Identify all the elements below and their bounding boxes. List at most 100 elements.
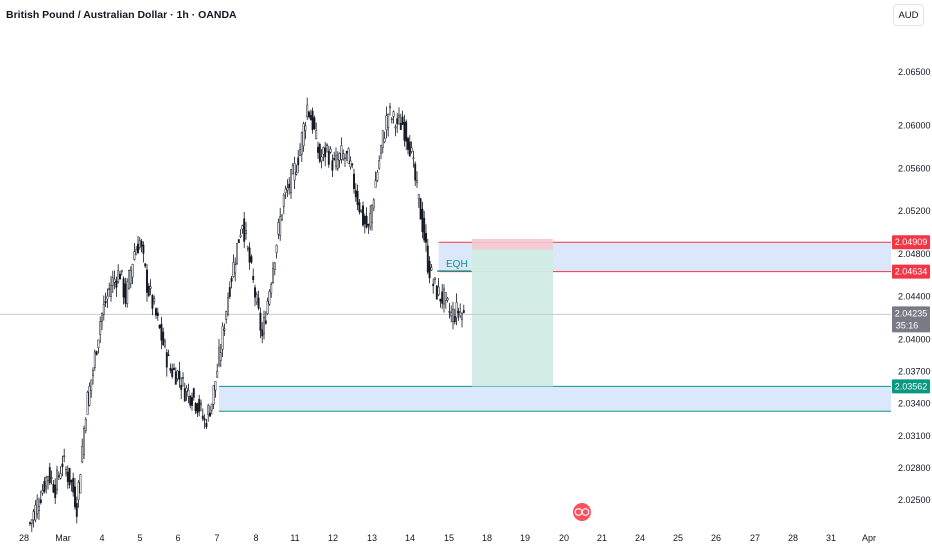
candle-body bbox=[299, 149, 301, 156]
candle-body bbox=[263, 316, 265, 334]
candle-body bbox=[189, 396, 192, 406]
candles-layer bbox=[29, 97, 465, 532]
candle-body bbox=[435, 285, 438, 300]
candle-body bbox=[311, 110, 314, 131]
price-tick-label: 2.03400 bbox=[898, 399, 931, 409]
candle-body bbox=[164, 340, 166, 347]
candle-body bbox=[140, 240, 143, 247]
candle-body bbox=[335, 154, 337, 167]
candle-body bbox=[257, 297, 260, 309]
candle-body bbox=[457, 311, 460, 314]
candle-body bbox=[426, 245, 429, 273]
demand-zone-price-text: 2.03562 bbox=[895, 381, 928, 391]
candle-body bbox=[47, 476, 49, 481]
candle-body bbox=[180, 384, 183, 390]
price-tick-label: 2.05200 bbox=[898, 206, 931, 216]
candle-body bbox=[403, 121, 406, 141]
candle-body bbox=[453, 316, 456, 323]
price-tick-label: 2.03100 bbox=[898, 431, 931, 441]
candle-body bbox=[354, 190, 357, 198]
eqh-label: EQH bbox=[446, 259, 468, 270]
candle-body bbox=[221, 325, 224, 350]
candle-body bbox=[290, 169, 292, 194]
candle-body bbox=[92, 370, 94, 377]
candle-body bbox=[122, 278, 125, 298]
last-price-price-label bbox=[892, 306, 930, 333]
time-tick-label: 21 bbox=[597, 533, 607, 543]
candle-body bbox=[191, 397, 193, 406]
zones-layer bbox=[0, 238, 891, 412]
candle-body bbox=[72, 478, 75, 493]
candle-body bbox=[129, 270, 132, 284]
candle-body bbox=[371, 204, 373, 223]
candle-body bbox=[174, 371, 177, 385]
candle-body bbox=[41, 490, 44, 494]
time-tick-label: 28 bbox=[19, 533, 29, 543]
candle-body bbox=[185, 387, 188, 392]
candle-body bbox=[358, 202, 361, 213]
candle-body bbox=[455, 302, 458, 319]
candle-body bbox=[324, 147, 327, 158]
candle-body bbox=[423, 217, 426, 241]
candle-body bbox=[198, 398, 201, 412]
candle-body bbox=[360, 209, 363, 212]
candle-body bbox=[95, 351, 98, 356]
time-tick-label: Apr bbox=[862, 533, 876, 543]
candle-body bbox=[83, 428, 85, 455]
candle-body bbox=[165, 352, 168, 368]
candle-body bbox=[70, 480, 73, 483]
candle-body bbox=[230, 277, 233, 282]
candle-body bbox=[171, 368, 174, 377]
candle-body bbox=[77, 482, 80, 501]
last-price-price-text: 2.04235 bbox=[895, 308, 928, 318]
candle-body bbox=[462, 310, 465, 313]
candle-body bbox=[363, 216, 366, 225]
candle-body bbox=[110, 285, 112, 297]
candle-body bbox=[45, 477, 48, 487]
candle-body bbox=[115, 280, 118, 288]
candle-body bbox=[372, 199, 375, 209]
candle-body bbox=[86, 392, 89, 415]
candle-body bbox=[340, 145, 343, 160]
candle-body bbox=[369, 213, 372, 228]
candle-body bbox=[183, 388, 186, 402]
candle-body bbox=[34, 504, 37, 521]
candle-body bbox=[318, 144, 321, 162]
candle-body bbox=[317, 147, 319, 153]
candle-body bbox=[39, 499, 42, 503]
candle-body bbox=[383, 138, 386, 143]
candle-body bbox=[441, 291, 444, 304]
candle-body bbox=[101, 313, 103, 322]
candle-body bbox=[88, 386, 91, 406]
candle-body bbox=[284, 188, 287, 193]
candle-body bbox=[394, 126, 397, 129]
candle-body bbox=[250, 256, 253, 263]
time-tick-label: 24 bbox=[635, 533, 645, 543]
price-tick-label: 2.03700 bbox=[898, 367, 931, 377]
candle-body bbox=[74, 486, 76, 508]
candle-body bbox=[102, 304, 105, 315]
candle-body bbox=[396, 118, 399, 125]
candle-body bbox=[401, 116, 404, 125]
event-icon-ring-right bbox=[581, 508, 590, 516]
candle-body bbox=[36, 499, 39, 515]
candle-body bbox=[120, 269, 123, 273]
candle-body bbox=[385, 115, 388, 131]
candle-body bbox=[356, 190, 359, 206]
candle-body bbox=[430, 267, 433, 271]
candle-body bbox=[84, 419, 87, 431]
candle-body bbox=[225, 311, 228, 320]
time-tick-label: 7 bbox=[214, 533, 219, 543]
time-tick-label: 26 bbox=[711, 533, 721, 543]
candle-body bbox=[444, 292, 447, 301]
currency-button[interactable]: AUD bbox=[893, 4, 924, 26]
candle-body bbox=[232, 262, 235, 278]
candle-body bbox=[205, 422, 208, 428]
candle-body bbox=[389, 106, 391, 109]
candle-body bbox=[227, 297, 229, 315]
candle-body bbox=[254, 287, 256, 298]
candle-body bbox=[246, 246, 249, 249]
candle-body bbox=[446, 298, 449, 301]
candle-body bbox=[156, 312, 159, 317]
